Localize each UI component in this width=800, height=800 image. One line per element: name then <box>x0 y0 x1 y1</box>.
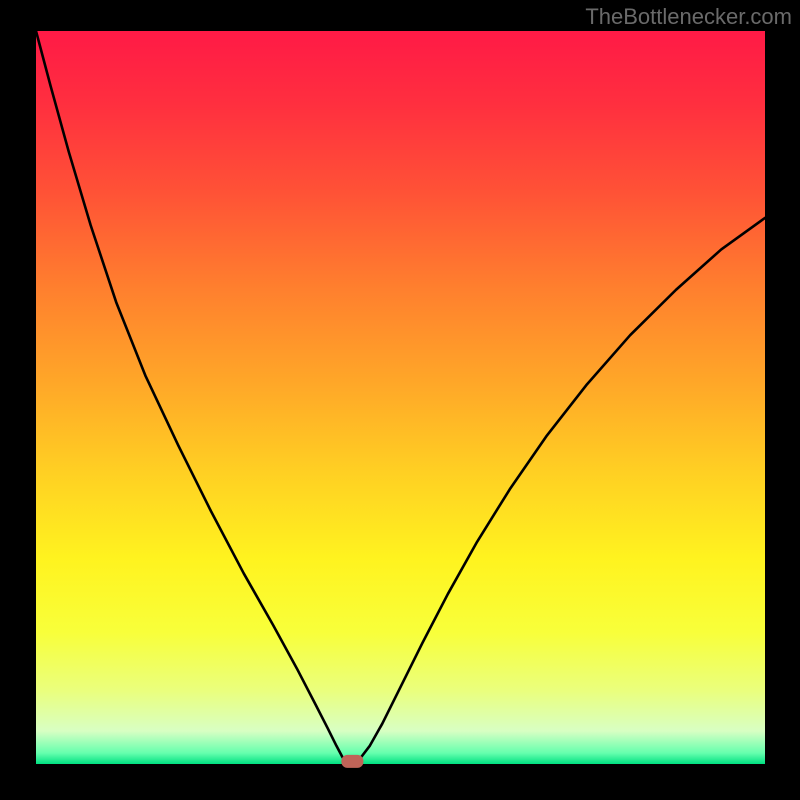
chart-stage: TheBottlenecker.com <box>0 0 800 800</box>
plot-area <box>36 31 765 764</box>
watermark-label: TheBottlenecker.com <box>585 4 792 30</box>
optimal-point-marker <box>341 755 363 768</box>
bottleneck-chart <box>0 0 800 800</box>
